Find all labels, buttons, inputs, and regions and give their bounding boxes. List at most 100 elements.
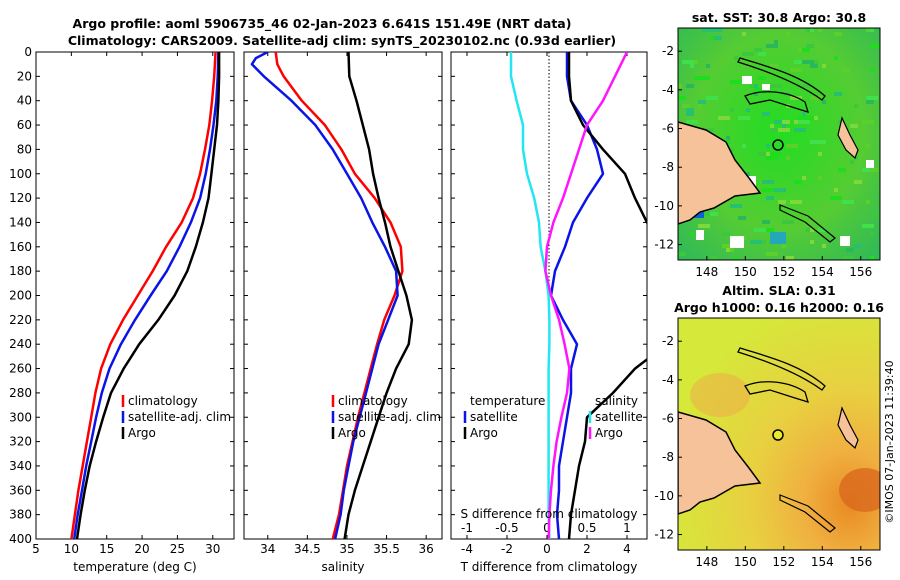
sst-map: sat. SST: 30.8 Argo: 30.8 148 150 152 154 15… bbox=[654, 10, 881, 279]
sst-cell bbox=[834, 188, 838, 192]
sst-cell bbox=[842, 68, 850, 72]
difference-lines bbox=[509, 52, 647, 539]
map-y-tick-label: -10 bbox=[654, 199, 674, 213]
series-line-satellite-adj-clim bbox=[72, 52, 220, 539]
sst-cell bbox=[678, 84, 682, 88]
salinity-legend: climatology satellite-adj. clim Argo bbox=[331, 394, 441, 440]
y-tick-label: 0 bbox=[24, 45, 32, 59]
sst-cell bbox=[850, 160, 854, 164]
y-tick-label: 260 bbox=[9, 362, 32, 376]
difference-legend-salinity: salinity satellite Argo bbox=[588, 394, 643, 440]
salinity-lines bbox=[250, 52, 414, 539]
sst-cell bbox=[758, 52, 766, 56]
sst-cell bbox=[802, 60, 814, 64]
sst-cell bbox=[730, 108, 734, 112]
legend-label-argo: Argo bbox=[338, 426, 366, 440]
sst-cell bbox=[786, 256, 794, 260]
sst-cell bbox=[822, 100, 826, 104]
x-tick-label: 30 bbox=[205, 542, 220, 556]
y-tick-label: 280 bbox=[9, 386, 32, 400]
x-tick-label: -4 bbox=[461, 542, 473, 556]
sst-cell bbox=[762, 220, 770, 224]
sst-cell bbox=[678, 252, 686, 256]
argo-position-marker bbox=[772, 429, 784, 441]
chart-title-2: Climatology: CARS2009. Satellite-adj cli… bbox=[68, 33, 616, 49]
sst-cell bbox=[866, 100, 874, 104]
map-y-tick-label: -10 bbox=[654, 489, 674, 503]
map-x-tick-label: 152 bbox=[772, 555, 795, 569]
sst-cell bbox=[862, 120, 874, 124]
salinity-xlabel: salinity bbox=[321, 560, 364, 574]
sst-cell bbox=[686, 112, 694, 116]
sst-missing-cell bbox=[742, 76, 752, 84]
difference-legend-temperature: temperature satellite Argo bbox=[463, 394, 545, 440]
sst-cell bbox=[706, 96, 714, 100]
series-line-s-argo bbox=[544, 52, 629, 539]
temperature-xlabel: temperature (deg C) bbox=[73, 560, 196, 574]
sst-cell bbox=[842, 200, 854, 204]
sst-cell bbox=[854, 156, 858, 160]
sst-cell bbox=[806, 44, 814, 48]
series-line-s-satellite bbox=[509, 52, 551, 539]
sst-cell bbox=[798, 116, 802, 120]
series-line-argo bbox=[343, 52, 414, 539]
sla-map-title-1: Altim. SLA: 0.31 bbox=[722, 283, 835, 298]
y-tick-label: 380 bbox=[9, 508, 32, 522]
top-x-tick-label: 1 bbox=[623, 521, 631, 535]
map-x-tick-label: 156 bbox=[849, 555, 872, 569]
salinity-ticks: 34 34.5 35 35.5 36 bbox=[244, 51, 442, 556]
sst-cell bbox=[706, 64, 710, 68]
sst-cell bbox=[870, 168, 878, 172]
series-line-satellite-adj-clim bbox=[250, 52, 399, 539]
sst-cell bbox=[774, 188, 786, 192]
legend-label-argo: Argo bbox=[128, 426, 156, 440]
sst-cell bbox=[834, 92, 842, 96]
coast-new-britain bbox=[744, 91, 809, 113]
sst-cell bbox=[754, 88, 762, 92]
series-line-climatology bbox=[70, 52, 217, 539]
x-tick-label: 35 bbox=[339, 542, 354, 556]
sst-cell bbox=[750, 240, 762, 244]
sst-cell bbox=[834, 32, 842, 36]
map-y-tick-label: -6 bbox=[662, 412, 674, 426]
sst-cell bbox=[774, 40, 778, 44]
sst-cell bbox=[770, 128, 778, 132]
sst-cell bbox=[810, 64, 818, 68]
sla-map-title-2: Argo h1000: 0.16 h2000: 0.16 bbox=[674, 300, 884, 315]
sst-cell bbox=[862, 224, 874, 228]
map-y-tick-label: -6 bbox=[662, 122, 674, 136]
y-tick-label: 140 bbox=[9, 215, 32, 229]
legend-label-satellite: satellite-adj. clim bbox=[128, 410, 231, 424]
sst-cell bbox=[870, 68, 874, 72]
sst-cell bbox=[842, 256, 854, 260]
sst-cell bbox=[754, 84, 758, 88]
sst-cell bbox=[758, 152, 770, 156]
sst-cell bbox=[870, 212, 880, 216]
sla-map-ticks: 148 150 152 154 156 -2 -4 -6 -8 -10 -12 bbox=[654, 334, 872, 569]
coast-louisiade bbox=[779, 204, 836, 243]
x-tick-label: 34 bbox=[260, 542, 275, 556]
sst-cell bbox=[782, 244, 786, 248]
sst-cell bbox=[726, 248, 730, 252]
coast-new-britain bbox=[744, 381, 809, 403]
sst-missing-cell bbox=[840, 236, 850, 246]
series-line-argo bbox=[75, 52, 221, 539]
sst-cell bbox=[794, 120, 798, 124]
y-tick-label: 100 bbox=[9, 167, 32, 181]
sst-cell bbox=[802, 48, 810, 52]
sst-cell bbox=[802, 112, 806, 116]
sst-cell bbox=[698, 104, 702, 108]
sst-cell bbox=[746, 172, 750, 176]
sst-cell bbox=[710, 28, 722, 32]
map-x-tick-label: 148 bbox=[695, 555, 718, 569]
sst-cell bbox=[738, 216, 746, 220]
sst-cell bbox=[702, 128, 714, 132]
land-bougainville bbox=[837, 116, 859, 160]
sst-cell bbox=[774, 120, 782, 124]
sst-cell bbox=[790, 96, 802, 100]
land-bougainville bbox=[837, 406, 859, 450]
sst-cell bbox=[818, 228, 826, 232]
sst-cell bbox=[694, 60, 698, 64]
temperature-panel: 5 10 15 20 25 3002040608010012014016018020022… bbox=[9, 45, 235, 574]
sst-cell bbox=[830, 196, 842, 200]
